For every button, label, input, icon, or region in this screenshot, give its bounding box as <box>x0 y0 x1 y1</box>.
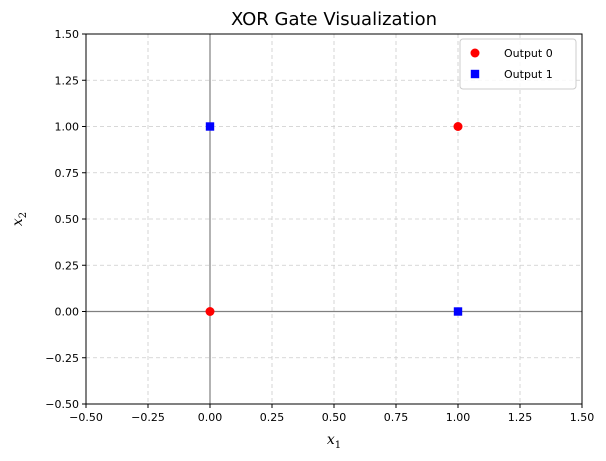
data-points <box>205 122 463 316</box>
x-tick-label-6: 1.00 <box>446 411 471 424</box>
axis-ticks: −0.50 −0.25 0.00 0.25 0.50 0.75 1.00 1.25 1.50 −0… <box>45 28 594 424</box>
y-tick-label-2: 0.00 <box>55 306 80 319</box>
x-tick-label-4: 0.50 <box>322 411 347 424</box>
y-tick-label-4: 0.50 <box>55 213 80 226</box>
y-tick-label-7: 1.25 <box>55 74 80 87</box>
point-series-0-1 <box>453 122 463 131</box>
point-series-1-1 <box>453 307 463 316</box>
legend-marker-0 <box>470 48 480 58</box>
x-axis-label-base: x <box>327 432 335 448</box>
legend-label-0: Output 0 <box>504 47 553 60</box>
y-tick-label-1: −0.25 <box>45 352 79 365</box>
x-tick-label-0: −0.50 <box>69 411 103 424</box>
reference-lines <box>86 34 582 404</box>
legend-label-1: Output 1 <box>504 68 553 81</box>
y-tick-label-3: 0.25 <box>55 259 80 272</box>
y-tick-label-6: 1.00 <box>55 121 80 134</box>
x-tick-label-5: 0.75 <box>384 411 409 424</box>
x-tick-label-7: 1.25 <box>508 411 533 424</box>
x-tick-label-2: 0.00 <box>198 411 223 424</box>
x-tick-label-8: 1.50 <box>570 411 595 424</box>
x-tick-label-3: 0.25 <box>260 411 285 424</box>
y-tick-label-0: −0.50 <box>45 398 79 411</box>
y-axis-label: x2 <box>10 212 29 226</box>
legend: Output 0 Output 1 <box>459 38 577 90</box>
chart-title: XOR Gate Visualization <box>231 9 437 30</box>
y-tick-label-5: 0.75 <box>55 167 80 180</box>
legend-box <box>459 38 577 90</box>
y-tick-label-8: 1.50 <box>55 28 80 41</box>
legend-marker-1 <box>470 69 480 79</box>
x-axis-label-subscript: 1 <box>335 440 341 451</box>
point-series-0-0 <box>205 307 215 316</box>
y-axis-label-subscript: 2 <box>18 212 29 218</box>
x-tick-label-1: −0.25 <box>131 411 165 424</box>
point-series-1-0 <box>205 122 215 131</box>
x-axis-label: x1 <box>327 432 341 451</box>
y-axis-label-base: x <box>10 218 26 226</box>
